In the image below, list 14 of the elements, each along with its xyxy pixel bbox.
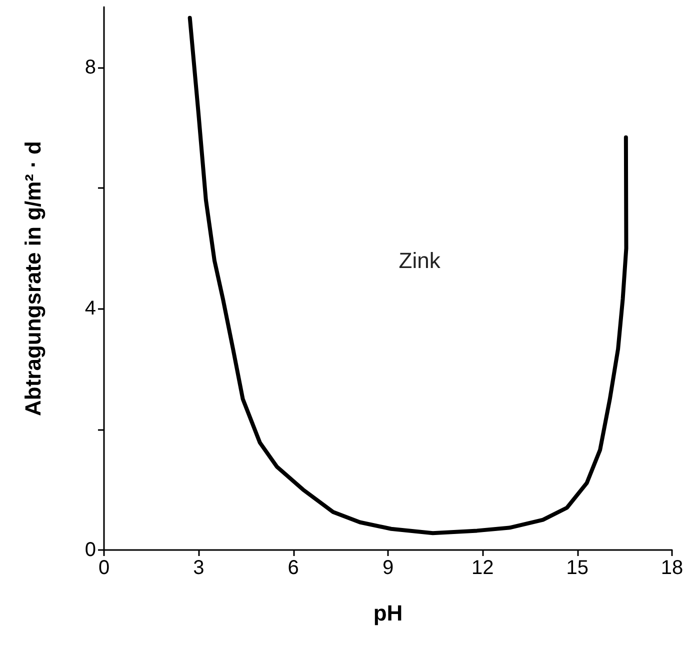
- x-tick-label: 15: [566, 557, 588, 579]
- x-tick-label: 12: [472, 557, 494, 579]
- x-tick-label: 3: [193, 557, 204, 579]
- y-axis-title: Abtragungsrate in g/m² · d: [20, 141, 46, 416]
- x-tick-label: 0: [98, 557, 110, 579]
- line-series: [188, 16, 628, 536]
- y-tick-label: 8: [84, 56, 96, 78]
- x-tick-label: 9: [382, 557, 394, 579]
- y-tick-label: 0: [84, 539, 96, 561]
- x-tick-label: 18: [660, 557, 684, 579]
- text: Zink: [398, 248, 442, 273]
- y-tick-label: 4: [84, 298, 96, 320]
- x-tick-label: 6: [288, 557, 299, 579]
- x-axis-title: pH: [373, 600, 403, 626]
